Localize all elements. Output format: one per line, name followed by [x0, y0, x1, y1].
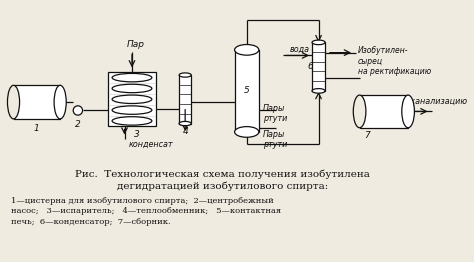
Ellipse shape [235, 45, 259, 55]
Text: 1—цистерна для изобутилового спирта;  2—центробежный: 1—цистерна для изобутилового спирта; 2—ц… [11, 197, 273, 205]
Text: конденсат: конденсат [128, 139, 173, 148]
Ellipse shape [54, 85, 66, 119]
Bar [360, 95, 408, 128]
Text: Рис.  Технологическая схема получения изобутилена: Рис. Технологическая схема получения изо… [75, 169, 370, 179]
Bar [108, 72, 156, 126]
Text: насос;   3—испаритель;   4—теплообменник;   5—контактная: насос; 3—испаритель; 4—теплообменник; 5—… [11, 208, 281, 215]
Text: вода: вода [290, 45, 310, 53]
Text: 3: 3 [134, 130, 139, 139]
Text: дегидратацией изобутилового спирта:: дегидратацией изобутилового спирта: [117, 181, 328, 191]
Text: Пары
ртути: Пары ртути [263, 130, 287, 149]
Text: 2: 2 [75, 120, 81, 129]
Text: Пары
ртути: Пары ртути [263, 103, 287, 123]
Text: 4: 4 [183, 127, 189, 136]
Ellipse shape [353, 95, 366, 128]
Ellipse shape [179, 73, 191, 77]
Text: 6: 6 [307, 62, 313, 71]
Circle shape [73, 106, 82, 115]
Text: 5: 5 [244, 86, 250, 95]
Text: Изобутилен-
сырец
на ректификацию: Изобутилен- сырец на ректификацию [358, 46, 431, 76]
Ellipse shape [312, 40, 325, 45]
Ellipse shape [312, 89, 325, 93]
Ellipse shape [8, 85, 19, 119]
Bar [312, 42, 325, 91]
Text: 1: 1 [34, 124, 40, 133]
Text: в канализацию: в канализацию [402, 97, 466, 106]
Ellipse shape [235, 127, 259, 137]
Text: 7: 7 [364, 132, 370, 140]
Text: печь;  6—конденсатор;  7—сборник.: печь; 6—конденсатор; 7—сборник. [11, 218, 170, 226]
Ellipse shape [402, 95, 414, 128]
Bar [235, 50, 259, 132]
Ellipse shape [179, 121, 191, 126]
Text: Пар: Пар [127, 40, 145, 49]
Bar [14, 85, 60, 119]
Bar [179, 75, 191, 124]
